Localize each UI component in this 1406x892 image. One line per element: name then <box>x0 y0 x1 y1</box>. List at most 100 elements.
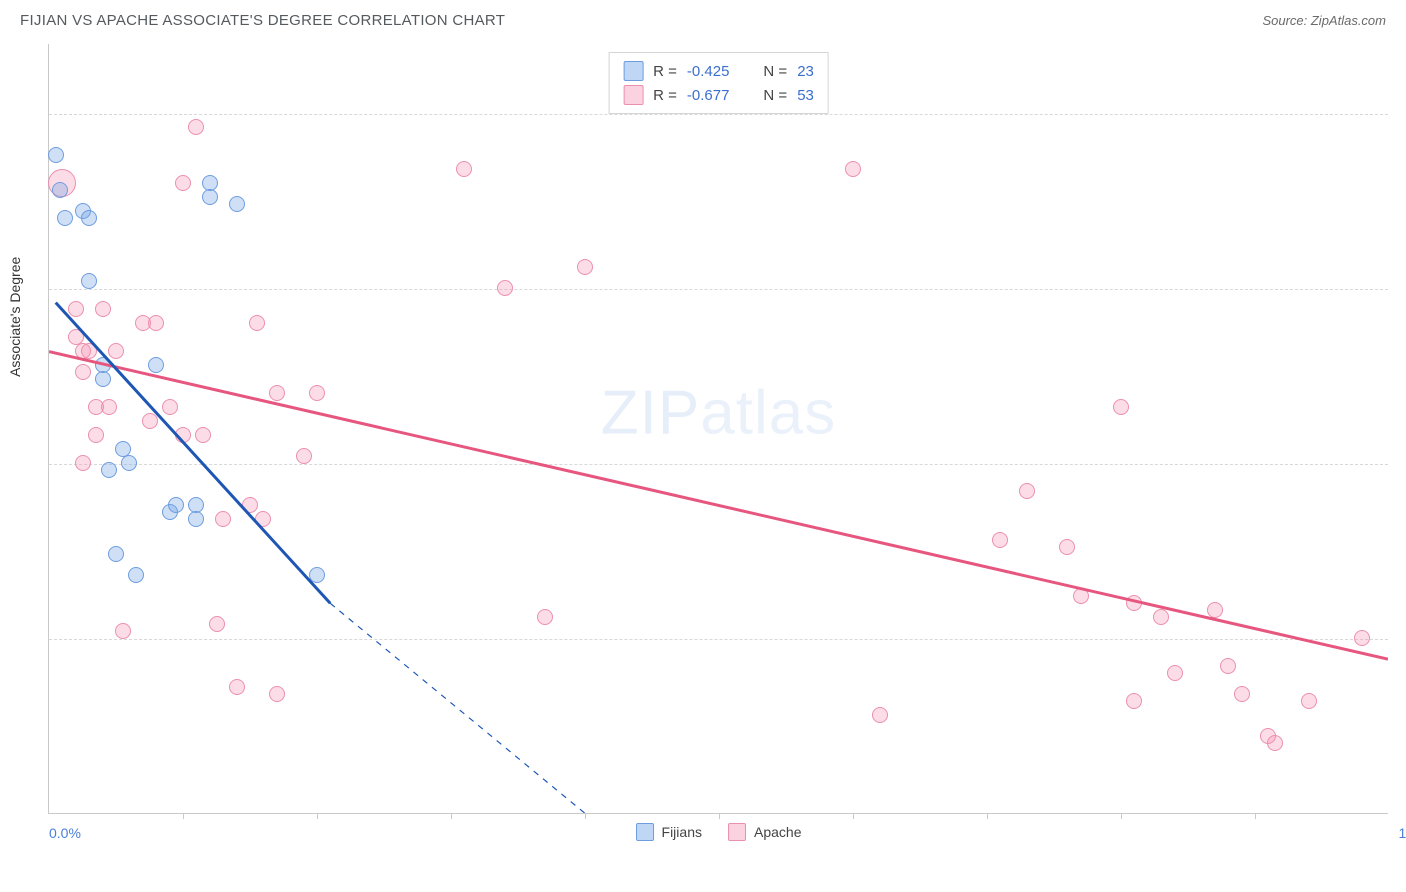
y-axis-title: Associate's Degree <box>7 256 23 376</box>
data-point-apache <box>195 427 211 443</box>
x-tick <box>853 813 854 819</box>
x-tick <box>183 813 184 819</box>
data-point-apache <box>209 616 225 632</box>
legend-correlation: R = -0.425 N = 23 R = -0.677 N = 53 <box>608 52 829 114</box>
data-point-apache <box>188 119 204 135</box>
data-point-apache <box>95 301 111 317</box>
n-value: 53 <box>797 87 814 104</box>
data-point-fijians <box>81 273 97 289</box>
legend-series: Fijians Apache <box>636 823 802 841</box>
data-point-apache <box>1301 693 1317 709</box>
data-point-apache <box>1019 483 1035 499</box>
legend-series-label: Fijians <box>662 824 702 840</box>
data-point-apache <box>249 315 265 331</box>
data-point-apache <box>992 532 1008 548</box>
data-point-apache <box>75 364 91 380</box>
x-tick <box>987 813 988 819</box>
n-value: 23 <box>797 63 814 80</box>
data-point-apache <box>68 301 84 317</box>
data-point-apache <box>162 399 178 415</box>
r-value: -0.425 <box>687 63 730 80</box>
x-axis-min-label: 0.0% <box>49 825 81 841</box>
data-point-apache <box>1073 588 1089 604</box>
legend-swatch <box>623 85 643 105</box>
r-label: R = <box>653 87 677 104</box>
data-point-fijians <box>95 371 111 387</box>
data-point-apache <box>175 175 191 191</box>
legend-swatch <box>636 823 654 841</box>
n-label: N = <box>763 63 787 80</box>
data-point-fijians <box>57 210 73 226</box>
plot-layer: 12.5%25.0%37.5%50.0% <box>49 44 1388 813</box>
data-point-fijians <box>52 182 68 198</box>
data-point-apache <box>75 455 91 471</box>
data-point-apache <box>1220 658 1236 674</box>
data-point-apache <box>88 427 104 443</box>
r-value: -0.677 <box>687 87 730 104</box>
data-point-apache <box>456 161 472 177</box>
data-point-fijians <box>108 546 124 562</box>
gridline-h <box>49 464 1388 465</box>
data-point-apache <box>255 511 271 527</box>
data-point-apache <box>497 280 513 296</box>
data-point-apache <box>269 385 285 401</box>
x-axis-max-label: 100.0% <box>1399 825 1406 841</box>
n-label: N = <box>763 87 787 104</box>
chart-title: FIJIAN VS APACHE ASSOCIATE'S DEGREE CORR… <box>20 12 505 29</box>
data-point-apache <box>115 623 131 639</box>
legend-swatch <box>623 61 643 81</box>
data-point-fijians <box>128 567 144 583</box>
data-point-apache <box>1354 630 1370 646</box>
gridline-h <box>49 114 1388 115</box>
r-label: R = <box>653 63 677 80</box>
data-point-apache <box>1207 602 1223 618</box>
data-point-apache <box>872 707 888 723</box>
data-point-apache <box>229 679 245 695</box>
x-tick <box>451 813 452 819</box>
header: FIJIAN VS APACHE ASSOCIATE'S DEGREE CORR… <box>0 0 1406 37</box>
chart-area: Associate's Degree ZIPatlas 12.5%25.0%37… <box>48 44 1388 814</box>
data-point-apache <box>537 609 553 625</box>
data-point-apache <box>215 511 231 527</box>
data-point-apache <box>142 413 158 429</box>
source-prefix: Source: <box>1262 13 1310 28</box>
data-point-apache <box>845 161 861 177</box>
x-tick <box>1255 813 1256 819</box>
data-point-fijians <box>202 189 218 205</box>
data-point-apache <box>1234 686 1250 702</box>
data-point-apache <box>148 315 164 331</box>
data-point-apache <box>101 399 117 415</box>
legend-swatch <box>728 823 746 841</box>
data-point-fijians <box>229 196 245 212</box>
gridline-h <box>49 639 1388 640</box>
x-tick <box>585 813 586 819</box>
data-point-apache <box>108 343 124 359</box>
data-point-fijians <box>148 357 164 373</box>
data-point-apache <box>1113 399 1129 415</box>
data-point-fijians <box>101 462 117 478</box>
data-point-apache <box>1167 665 1183 681</box>
data-point-apache <box>1267 735 1283 751</box>
data-point-apache <box>1126 693 1142 709</box>
gridline-h <box>49 289 1388 290</box>
data-point-apache <box>175 427 191 443</box>
data-point-fijians <box>168 497 184 513</box>
data-point-apache <box>296 448 312 464</box>
data-point-apache <box>1126 595 1142 611</box>
data-point-fijians <box>48 147 64 163</box>
data-point-apache <box>577 259 593 275</box>
legend-series-item: Fijians <box>636 823 702 841</box>
x-tick <box>1121 813 1122 819</box>
x-tick <box>719 813 720 819</box>
legend-series-item: Apache <box>728 823 801 841</box>
source-name: ZipAtlas.com <box>1311 13 1386 28</box>
data-point-fijians <box>121 455 137 471</box>
data-point-apache <box>242 497 258 513</box>
legend-correlation-row: R = -0.677 N = 53 <box>623 83 814 107</box>
data-point-apache <box>81 343 97 359</box>
data-point-apache <box>1059 539 1075 555</box>
x-tick <box>317 813 318 819</box>
source-attribution: Source: ZipAtlas.com <box>1262 13 1386 28</box>
data-point-apache <box>1153 609 1169 625</box>
data-point-apache <box>309 385 325 401</box>
